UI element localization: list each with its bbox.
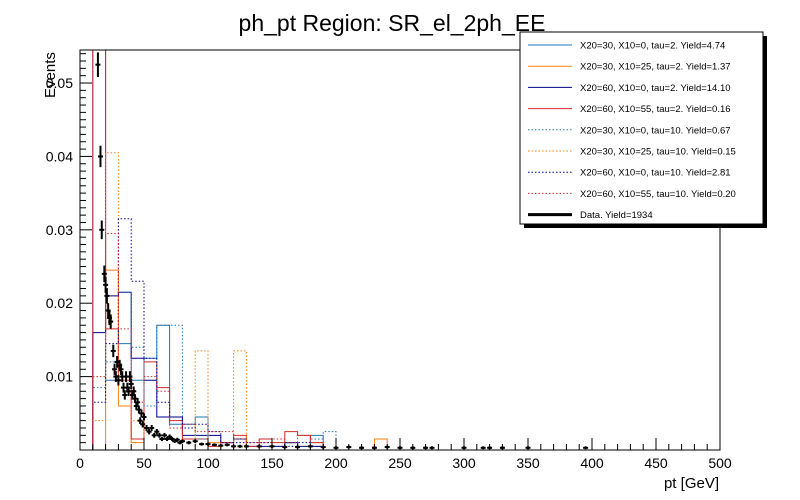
series-5-histogram xyxy=(92,152,336,451)
legend-label: X20=30, X10=25, tau=2. Yield=1.37 xyxy=(580,62,731,73)
data-point xyxy=(199,442,205,446)
data-point xyxy=(583,446,589,450)
data-point xyxy=(154,428,160,435)
data-point xyxy=(186,440,192,445)
data-point xyxy=(144,425,150,431)
data-point xyxy=(101,265,107,283)
data-point xyxy=(156,432,162,438)
y-tick-label: 0.02 xyxy=(46,295,73,311)
legend-label: X20=30, X10=0, tau=10. Yield=0.67 xyxy=(580,125,731,136)
legend-entry: X20=30, X10=0, tau=10. Yield=0.67 xyxy=(528,125,731,136)
axes-layer: 0 50 100 150 200 250 300 350 400 450 500 0.01 0.02 0.… xyxy=(46,49,732,471)
legend-entry: X20=30, X10=25, tau=10. Yield=0.15 xyxy=(528,147,736,158)
data-point xyxy=(179,439,185,444)
data-point xyxy=(192,439,198,444)
legend-entry: X20=60, X10=0, tau=10. Yield=2.81 xyxy=(528,168,731,179)
data-point xyxy=(135,397,141,407)
data-point xyxy=(211,443,217,447)
data-point xyxy=(128,378,134,390)
y-tick-label: 0.03 xyxy=(46,222,73,238)
data-point xyxy=(131,386,137,397)
data-point xyxy=(429,446,435,450)
data-point xyxy=(126,386,132,397)
x-tick-label: 50 xyxy=(136,455,152,471)
data-point xyxy=(103,276,109,293)
x-tick-label: 200 xyxy=(324,455,348,471)
data-point xyxy=(161,432,167,438)
data-point xyxy=(140,421,146,428)
data-point xyxy=(115,375,121,386)
data-point xyxy=(141,413,147,421)
x-tick-label: 500 xyxy=(708,455,732,471)
legend-items: X20=30, X10=0, tau=2. Yield=4.74 X20=30, … xyxy=(528,41,736,221)
legend-entry: Data. Yield=1934 xyxy=(528,210,653,221)
series-4-histogram xyxy=(92,291,337,451)
data-point xyxy=(122,390,128,400)
legend-entry: X20=60, X10=0, tau=2. Yield=14.10 xyxy=(528,83,731,94)
data-point xyxy=(112,363,118,375)
data-point xyxy=(169,436,175,442)
legend-label: X20=30, X10=25, tau=10. Yield=0.15 xyxy=(580,147,736,158)
series-7-histogram xyxy=(92,232,336,451)
y-tick-label: 0.01 xyxy=(46,369,73,385)
legend-entry: X20=60, X10=55, tau=10. Yield=0.20 xyxy=(528,189,736,200)
x-tick-label: 100 xyxy=(196,455,220,471)
legend-entry: X20=30, X10=25, tau=2. Yield=1.37 xyxy=(528,62,731,73)
data-point xyxy=(105,303,111,318)
data-point xyxy=(224,443,230,447)
data-point xyxy=(146,428,152,435)
data-point xyxy=(99,220,105,240)
data-point xyxy=(159,436,165,442)
legend-label: X20=60, X10=55, tau=2. Yield=0.16 xyxy=(580,104,731,115)
y-axis-label: Events xyxy=(42,52,59,98)
legend: X20=30, X10=0, tau=2. Yield=4.74 X20=30, … xyxy=(519,31,767,228)
data-point xyxy=(137,417,143,425)
legend-entry: X20=30, X10=0, tau=2. Yield=4.74 xyxy=(528,41,725,52)
x-tick-label: 0 xyxy=(76,455,84,471)
legend-label: X20=60, X10=55, tau=10. Yield=0.20 xyxy=(580,189,736,200)
x-tick-label: 350 xyxy=(516,455,540,471)
data-point xyxy=(480,446,486,450)
data-point xyxy=(149,425,155,431)
data-point xyxy=(174,437,180,442)
data-point xyxy=(95,52,101,77)
x-tick-label: 250 xyxy=(388,455,412,471)
data-point xyxy=(167,434,173,440)
x-tick-label: 450 xyxy=(644,455,668,471)
data-point xyxy=(108,314,114,329)
data-point xyxy=(237,444,243,448)
x-tick-label: 400 xyxy=(580,455,604,471)
legend-label: X20=60, X10=0, tau=10. Yield=2.81 xyxy=(580,168,731,179)
data-point xyxy=(127,371,133,382)
data-point xyxy=(97,145,103,168)
legend-entry: X20=60, X10=55, tau=2. Yield=0.16 xyxy=(528,104,731,115)
data-point xyxy=(118,363,124,375)
data-point xyxy=(151,432,157,438)
chart-title: ph_pt Region: SR_el_2ph_EE xyxy=(239,10,546,36)
x-tick-label: 300 xyxy=(452,455,476,471)
legend-label: X20=30, X10=0, tau=2. Yield=4.74 xyxy=(580,41,725,52)
legend-label: X20=60, X10=0, tau=2. Yield=14.10 xyxy=(580,83,731,94)
x-tick-label: 150 xyxy=(260,455,284,471)
data-point xyxy=(110,344,116,358)
legend-box xyxy=(519,31,764,225)
x-axis-label: pt [GeV] xyxy=(664,475,719,492)
y-tick-label: 0.04 xyxy=(46,148,73,164)
data-point xyxy=(138,409,144,418)
legend-label: Data. Yield=1934 xyxy=(580,210,653,221)
data-point xyxy=(104,288,110,304)
y-tick-label: 0.05 xyxy=(46,75,73,91)
